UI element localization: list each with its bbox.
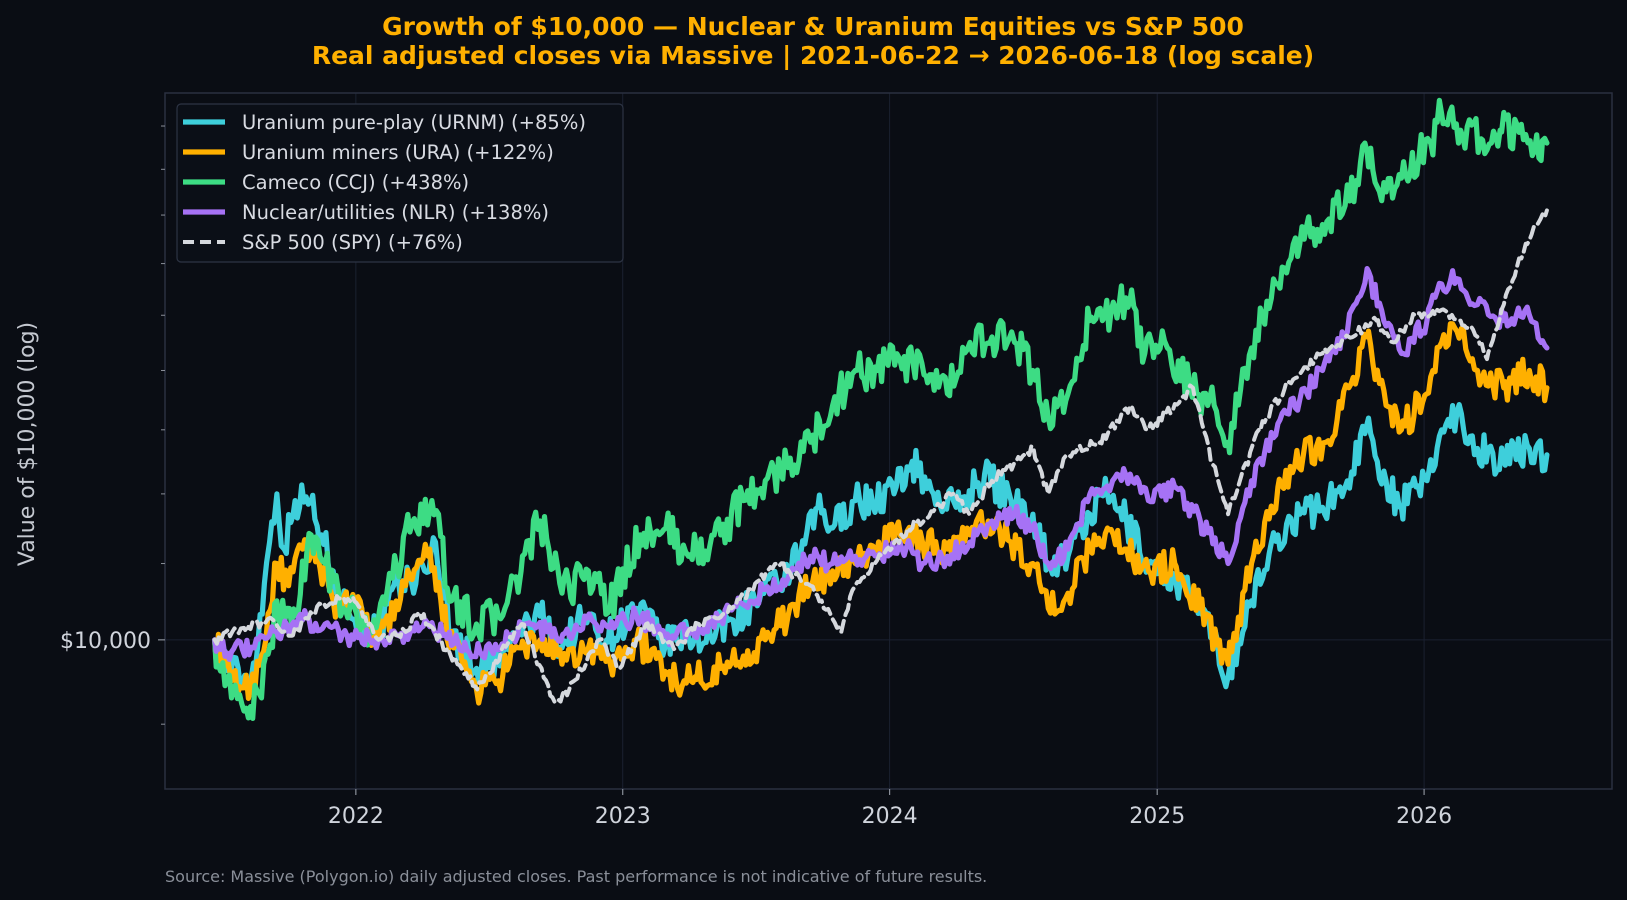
legend-label: S&P 500 (SPY) (+76%) bbox=[242, 231, 463, 254]
legend-box bbox=[176, 103, 624, 263]
y-tick-label: $10,000 bbox=[60, 629, 151, 654]
legend-label: Uranium pure-play (URNM) (+85%) bbox=[242, 111, 586, 134]
chart-title: Growth of $10,000 — Nuclear & Uranium Eq… bbox=[382, 12, 1244, 41]
legend-label: Uranium miners (URA) (+122%) bbox=[242, 141, 554, 164]
x-tick-label: 2026 bbox=[1396, 804, 1452, 829]
chart-subtitle: Real adjusted closes via Massive | 2021-… bbox=[312, 41, 1314, 70]
x-tick-label: 2023 bbox=[595, 804, 651, 829]
series-line-0 bbox=[212, 402, 1550, 690]
series-line-2 bbox=[212, 97, 1550, 721]
series-line-3 bbox=[212, 266, 1550, 662]
x-tick-label: 2022 bbox=[328, 804, 384, 829]
axis-ticks: 2022 2023 2024 2025 2026 $10,000 bbox=[60, 125, 1452, 829]
plot-frame bbox=[164, 92, 1613, 790]
source-note: Source: Massive (Polygon.io) daily adjus… bbox=[165, 867, 987, 886]
legend-label: Cameco (CCJ) (+438%) bbox=[242, 171, 469, 194]
y-axis-label: Value of $10,000 (log) bbox=[15, 322, 40, 566]
series-line-4 bbox=[212, 208, 1549, 705]
plot-series bbox=[212, 97, 1550, 721]
x-tick-label: 2025 bbox=[1129, 804, 1185, 829]
x-tick-label: 2024 bbox=[862, 804, 918, 829]
legend: Uranium pure-play (URNM) (+85%) Uranium m… bbox=[176, 103, 624, 263]
legend-label: Nuclear/utilities (NLR) (+138%) bbox=[242, 201, 549, 224]
